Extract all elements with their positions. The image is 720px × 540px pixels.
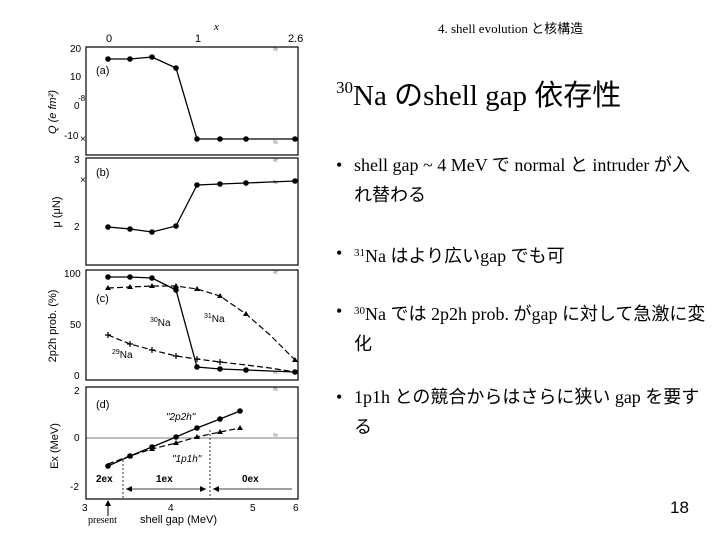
region-0ex: 0ex: [242, 474, 259, 485]
panel-d-label-2p2h: "2p2h": [166, 412, 196, 423]
bullet-item: • shell gap ~ 4 MeV で normal と intruder …: [336, 150, 706, 210]
panel-b-tick-2: 2: [74, 222, 80, 233]
bullet-text: 30Na では 2p2h prob. がgap に対して急激に変化: [354, 296, 706, 359]
panel-d-markers-2p2h: [105, 408, 243, 469]
bottom-tick-5: 5: [250, 503, 256, 514]
panel-c-frame: [85, 269, 299, 381]
svg-text:≈: ≈: [273, 367, 278, 377]
panel-b-markers: [105, 178, 298, 235]
panel-c-curve-29na: [107, 334, 296, 373]
panel-c-label-30na: 30Na: [150, 317, 171, 329]
region-arrow-0ex-head: [213, 486, 219, 492]
panel-b-frame: [85, 157, 299, 266]
panel-d-tick-2: 2: [74, 386, 80, 397]
svg-text:≈: ≈: [273, 384, 278, 394]
bottom-tick-3: 3: [82, 503, 88, 514]
panel-c-label-29na: 29Na: [112, 349, 133, 361]
bullet-item: • 1p1h との競合からはさらに狭い gap を要する: [336, 382, 706, 442]
panel-a-tick-0: 0: [74, 101, 80, 112]
bullet-marker: •: [336, 155, 343, 175]
bullet-text: 31Na はより広いgap でも可: [354, 238, 706, 271]
panel-a-extra-label: -8: [78, 94, 86, 103]
svg-text:≈: ≈: [273, 44, 278, 54]
panel-c-tag: (c): [96, 293, 109, 305]
panel-c-curve-31na: [107, 285, 296, 361]
panel-d-frame: [85, 386, 299, 500]
panel-d-tick-0: 0: [74, 433, 80, 444]
bullet-marker: •: [336, 301, 343, 321]
bullet-text-body: Na では 2p2h prob. がgap に対して急激に変化: [354, 304, 706, 354]
panel-c-markers-30na: [105, 274, 298, 375]
panel-a-ylabel: Q (e fm²): [47, 90, 59, 134]
panel-a-markers: [105, 54, 298, 142]
panel-c-markers-29na: [105, 332, 223, 365]
panel-c-tick-100: 100: [64, 269, 81, 280]
svg-text:≈: ≈: [273, 137, 278, 147]
title-mass-number: 30: [336, 78, 353, 97]
panel-d-label-1p1h: "1p1h": [172, 454, 202, 465]
panel-b-tick-3: 3: [74, 155, 80, 166]
svg-text:≈: ≈: [273, 267, 278, 277]
bullet-text-body: 1p1h との競合からはさらに狭い gap を要する: [354, 387, 700, 437]
top-tick-1: 1: [195, 33, 201, 45]
top-tick-2: 2.6: [288, 33, 303, 45]
panel-a-left-cross: ×: [80, 134, 86, 145]
panel-c-curve-30na: [108, 276, 296, 373]
svg-text:≈: ≈: [273, 155, 278, 165]
region-1ex: 1ex: [156, 474, 173, 485]
bullet-text-body: Na はより広いgap でも可: [365, 246, 565, 266]
panel-d-tick-m2: -2: [70, 482, 79, 493]
bullet-item: • 31Na はより広いgap でも可: [336, 238, 706, 271]
panel-a-tick-10: 10: [70, 72, 82, 83]
panel-b-left-cross: ×: [80, 175, 86, 186]
panel-c-label-31na: 31Na: [204, 313, 225, 325]
svg-text:≈: ≈: [273, 430, 278, 440]
panel-a-frame: [85, 46, 299, 156]
bullet-item: • 30Na では 2p2h prob. がgap に対して急激に変化: [336, 296, 706, 359]
bullet-marker: •: [336, 387, 343, 407]
top-axis-label: x: [213, 21, 219, 33]
present-label: present: [88, 515, 117, 526]
panel-a-tag: (a): [96, 65, 109, 77]
page-number: 18: [670, 498, 689, 517]
panel-c-ylabel: 2p2h prob. (%): [47, 290, 59, 363]
bottom-tick-4: 4: [168, 503, 174, 514]
panel-d-markers-1p1h: [127, 425, 243, 458]
panel-a-curve: [108, 56, 295, 140]
panel-b-tag: (b): [96, 167, 109, 179]
axis-break-marks: ≈≈ ≈≈ ≈≈ ≈≈: [273, 44, 278, 440]
top-tick-0: 0: [106, 33, 112, 45]
panel-d-tag: (d): [96, 399, 109, 411]
bullet-text-body: shell gap ~ 4 MeV で normal と intruder が入…: [354, 155, 690, 205]
shell-gap-figure: x 0 1 2.6 ≈≈ ≈≈ ≈≈ ≈≈ (a) Q (e fm²) 20 1…: [47, 21, 303, 526]
present-arrow-head: [105, 500, 111, 506]
bullet-text: 1p1h との競合からはさらに狭い gap を要する: [354, 382, 706, 442]
title-text: Na のshell gap 依存性: [353, 80, 622, 112]
panel-c-tick-50: 50: [70, 320, 82, 331]
bullet-mass-number: 30: [354, 305, 365, 317]
panel-b-ylabel: μ (μN): [51, 196, 63, 227]
bullet-mass-number: 31: [354, 247, 365, 259]
bottom-tick-6: 6: [293, 503, 299, 514]
panel-c-markers-31na: [105, 283, 298, 362]
slide-title: 30Na のshell gap 依存性: [336, 72, 621, 114]
bullet-marker: •: [336, 243, 343, 263]
region-arrow-1ex-right-head: [200, 486, 206, 492]
header-label: 4. shell evolution と核構造: [438, 21, 584, 36]
panel-a-tick-20: 20: [70, 44, 82, 55]
panel-b-curve: [107, 180, 296, 233]
panel-c-tick-0: 0: [74, 371, 80, 382]
bullet-text: shell gap ~ 4 MeV で normal と intruder が入…: [354, 150, 706, 210]
region-2ex: 2ex: [96, 474, 113, 485]
panel-a-tick-m10: -10: [64, 131, 79, 142]
bottom-axis-label: shell gap (MeV): [140, 514, 217, 526]
panel-d-ylabel: Ex (MeV): [49, 423, 61, 469]
region-arrow-1ex-left-head: [126, 486, 132, 492]
